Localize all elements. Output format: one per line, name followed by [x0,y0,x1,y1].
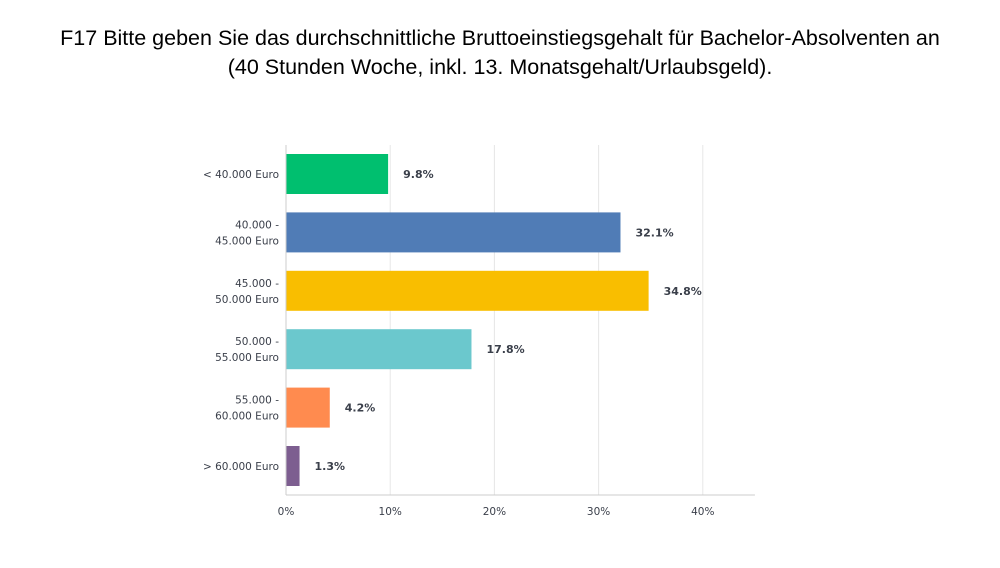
value-label: 1.3% [315,460,346,473]
bars [286,154,649,486]
value-label: 17.8% [486,343,524,356]
category-label: < 40.000 Euro [203,169,279,181]
x-tick-label: 30% [587,506,610,518]
bar [286,212,621,253]
x-tick-label: 10% [379,506,402,518]
category-label: 50.000 Euro [215,294,279,306]
value-label: 34.8% [664,285,702,298]
gridlines [389,145,704,495]
value-label: 9.8% [403,168,434,181]
bar [286,329,472,370]
category-label: 60.000 Euro [215,411,279,423]
x-tick-label: 40% [691,506,714,518]
category-labels: < 40.000 Euro 40.000 - 45.000 Euro 45.000 -… [203,169,279,473]
category-label: > 60.000 Euro [203,461,279,473]
value-labels: 9.8% 32.1% 34.8% 17.8% 4.2% 1.3% [315,168,702,473]
chart-title: F17 Bitte geben Sie das durchschnittlich… [0,24,1000,82]
category-label: 45.000 Euro [215,235,279,247]
category-label: 45.000 - [235,278,279,290]
chart-title-line-1: F17 Bitte geben Sie das durchschnittlich… [60,26,940,50]
x-tick-label: 20% [483,506,506,518]
axes [285,145,755,496]
bar [286,387,330,428]
x-tick-labels: 0% 10% 20% 30% 40% [278,506,715,518]
value-label: 4.2% [345,402,376,415]
value-label: 32.1% [635,226,673,239]
bar [286,270,649,311]
x-tick-label: 0% [278,506,295,518]
category-label: 40.000 - [235,219,279,231]
category-label: 55.000 Euro [215,352,279,364]
category-label: 50.000 - [235,336,279,348]
bar [286,154,389,194]
chart-title-line-2: (40 Stunden Woche, inkl. 13. Monatsgehal… [227,55,773,79]
category-label: 55.000 - [235,395,279,407]
bar [286,446,300,486]
